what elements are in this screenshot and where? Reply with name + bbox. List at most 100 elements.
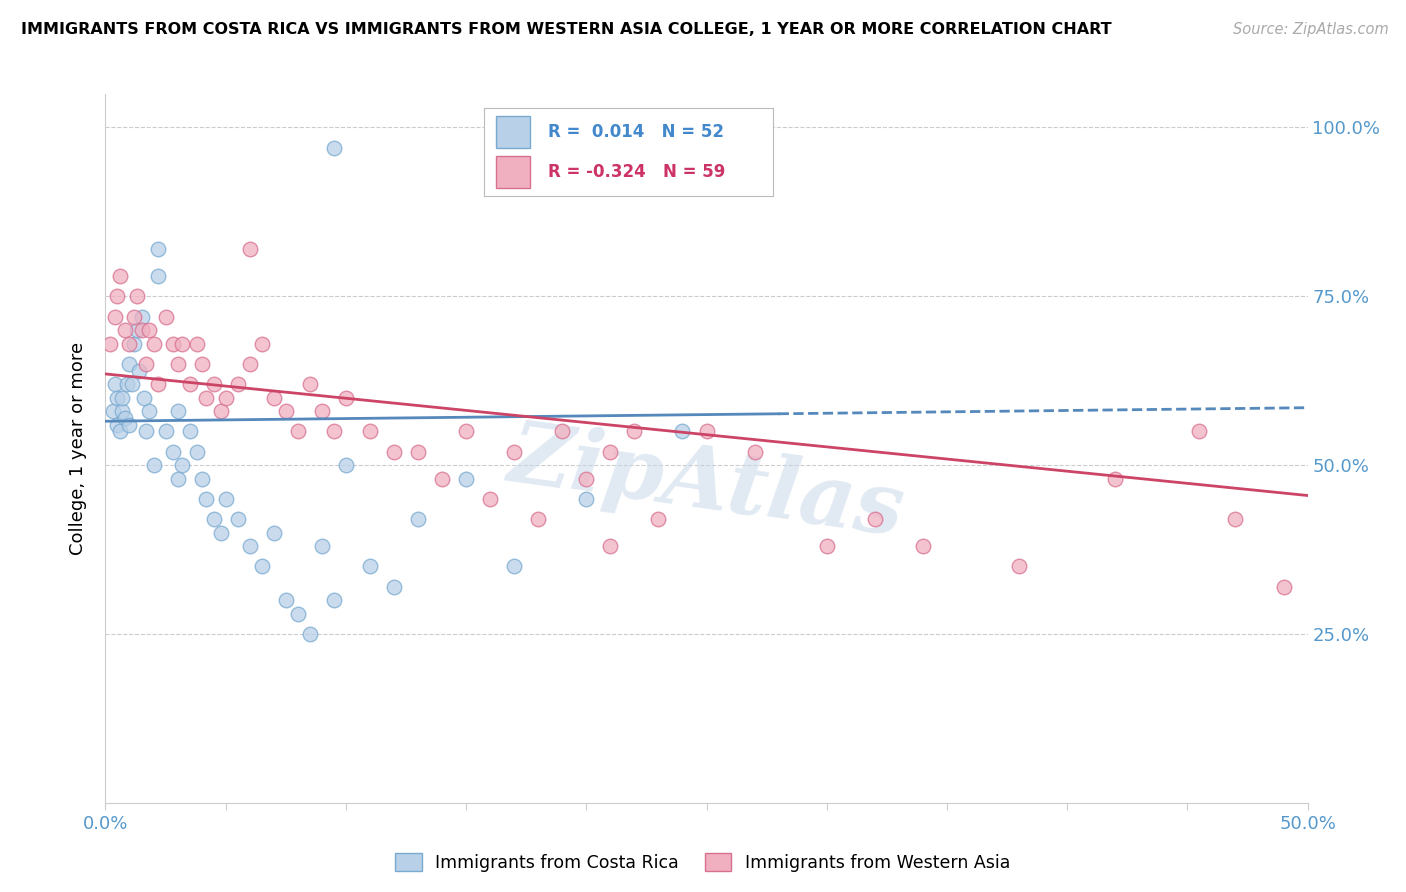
- Point: [911, 539, 934, 553]
- Point: [124, 336, 146, 351]
- Point: [263, 391, 285, 405]
- Point: [179, 425, 201, 439]
- Point: [454, 472, 477, 486]
- Point: [815, 539, 838, 553]
- Point: [599, 539, 621, 553]
- Point: [322, 593, 344, 607]
- Point: [863, 512, 886, 526]
- Point: [118, 417, 141, 432]
- Point: [263, 525, 285, 540]
- Point: [696, 425, 718, 439]
- Point: [135, 357, 157, 371]
- Point: [226, 512, 249, 526]
- Point: [1272, 580, 1295, 594]
- Point: [162, 336, 184, 351]
- Point: [1008, 559, 1031, 574]
- Point: [135, 425, 157, 439]
- Point: [104, 310, 127, 324]
- Point: [274, 593, 297, 607]
- Point: [311, 539, 333, 553]
- Point: [114, 410, 136, 425]
- Point: [172, 336, 194, 351]
- Point: [108, 425, 131, 439]
- Point: [125, 289, 148, 303]
- Point: [148, 268, 170, 283]
- Point: [128, 363, 150, 377]
- Point: [111, 404, 134, 418]
- Point: [359, 559, 381, 574]
- Point: [108, 268, 131, 283]
- Point: [138, 404, 160, 418]
- Point: [107, 391, 129, 405]
- Point: [671, 425, 693, 439]
- Point: [503, 559, 526, 574]
- Point: [155, 425, 177, 439]
- Point: [503, 444, 526, 458]
- Point: [575, 472, 598, 486]
- Point: [382, 444, 405, 458]
- Point: [179, 377, 201, 392]
- Point: [166, 404, 188, 418]
- Point: [142, 336, 165, 351]
- Point: [125, 323, 148, 337]
- Point: [623, 425, 645, 439]
- Legend: Immigrants from Costa Rica, Immigrants from Western Asia: Immigrants from Costa Rica, Immigrants f…: [388, 847, 1018, 879]
- Point: [298, 627, 321, 641]
- Point: [406, 444, 429, 458]
- Point: [155, 310, 177, 324]
- Point: [430, 472, 453, 486]
- Point: [148, 377, 170, 392]
- Point: [335, 458, 357, 472]
- Point: [114, 323, 136, 337]
- Point: [124, 310, 146, 324]
- Y-axis label: College, 1 year or more: College, 1 year or more: [69, 342, 87, 555]
- Point: [202, 512, 225, 526]
- Point: [744, 444, 766, 458]
- Point: [107, 417, 129, 432]
- Point: [274, 404, 297, 418]
- Point: [186, 444, 208, 458]
- Point: [132, 391, 155, 405]
- Point: [131, 323, 153, 337]
- Point: [148, 242, 170, 256]
- Point: [1104, 472, 1126, 486]
- Point: [142, 458, 165, 472]
- Point: [118, 336, 141, 351]
- Point: [359, 425, 381, 439]
- Text: ZipAtlas: ZipAtlas: [503, 415, 910, 553]
- Point: [322, 141, 344, 155]
- Point: [98, 336, 121, 351]
- Point: [239, 242, 262, 256]
- Point: [214, 491, 236, 506]
- Point: [527, 512, 550, 526]
- Point: [226, 377, 249, 392]
- Point: [287, 425, 309, 439]
- Point: [1225, 512, 1247, 526]
- Point: [209, 404, 232, 418]
- Point: [209, 525, 232, 540]
- Point: [172, 458, 194, 472]
- Point: [311, 404, 333, 418]
- Point: [121, 377, 143, 392]
- Point: [298, 377, 321, 392]
- Point: [104, 377, 127, 392]
- Point: [1188, 425, 1211, 439]
- Point: [107, 289, 129, 303]
- Point: [551, 425, 574, 439]
- Point: [166, 357, 188, 371]
- Point: [250, 336, 273, 351]
- Point: [131, 310, 153, 324]
- Point: [166, 472, 188, 486]
- Point: [250, 559, 273, 574]
- Text: Source: ZipAtlas.com: Source: ZipAtlas.com: [1233, 22, 1389, 37]
- Point: [335, 391, 357, 405]
- Point: [190, 357, 212, 371]
- Point: [647, 512, 669, 526]
- Text: IMMIGRANTS FROM COSTA RICA VS IMMIGRANTS FROM WESTERN ASIA COLLEGE, 1 YEAR OR MO: IMMIGRANTS FROM COSTA RICA VS IMMIGRANTS…: [21, 22, 1112, 37]
- Point: [118, 357, 141, 371]
- Point: [101, 404, 124, 418]
- Point: [599, 444, 621, 458]
- Point: [406, 512, 429, 526]
- Point: [190, 472, 212, 486]
- Point: [239, 539, 262, 553]
